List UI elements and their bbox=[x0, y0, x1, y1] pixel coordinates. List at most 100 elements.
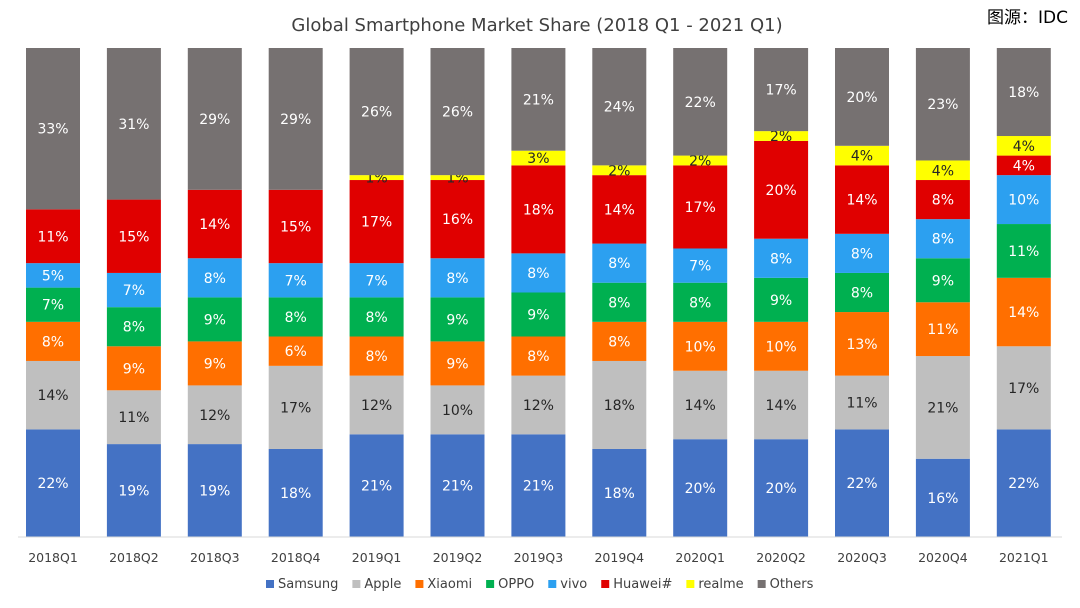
data-label-huawei-2018Q3: 14% bbox=[199, 217, 230, 233]
legend-swatch bbox=[548, 580, 557, 588]
legend-swatch bbox=[601, 580, 610, 588]
bar-huawei-2019Q3 bbox=[511, 165, 566, 254]
bar-vivo-2020Q2 bbox=[754, 238, 809, 278]
data-label-vivo-2019Q3: 8% bbox=[527, 266, 549, 282]
data-label-xiaomi-2021Q1: 14% bbox=[1008, 305, 1039, 321]
legend-label: Apple bbox=[364, 577, 401, 592]
data-label-others-2019Q3: 21% bbox=[523, 92, 554, 108]
data-label-samsung-2020Q1: 20% bbox=[685, 481, 716, 497]
bar-oppo-2019Q2 bbox=[430, 297, 485, 342]
data-label-apple-2020Q2: 14% bbox=[766, 398, 797, 414]
bar-oppo-2018Q1 bbox=[26, 287, 80, 322]
bar-vivo-2020Q1 bbox=[673, 248, 728, 283]
data-label-vivo-2019Q2: 8% bbox=[446, 271, 468, 287]
data-label-vivo-2019Q1: 7% bbox=[365, 273, 387, 289]
bar-stack-2018Q2: 19% 11% 9% 8% 7% 15% 31% bbox=[106, 48, 161, 537]
bar-oppo-2020Q4 bbox=[915, 258, 970, 303]
bar-huawei-2020Q2 bbox=[754, 140, 809, 239]
bar-apple-2018Q2 bbox=[106, 390, 161, 445]
legend-label: Xiaomi bbox=[427, 577, 472, 592]
bar-huawei-2020Q4 bbox=[915, 180, 970, 220]
bar-samsung-2019Q2 bbox=[430, 434, 485, 537]
legend-swatch bbox=[757, 580, 766, 588]
bar-samsung-2018Q1 bbox=[26, 429, 80, 537]
data-label-others-2018Q4: 29% bbox=[280, 112, 311, 128]
data-label-xiaomi-2020Q3: 13% bbox=[846, 337, 877, 353]
bar-huawei-2018Q3 bbox=[187, 189, 242, 259]
legend-item-huawei: Huawei# bbox=[601, 577, 672, 592]
data-label-oppo-2019Q3: 9% bbox=[527, 308, 549, 324]
bar-others-2018Q3 bbox=[187, 48, 242, 190]
data-label-samsung-2019Q4: 18% bbox=[604, 486, 635, 502]
bar-vivo-2020Q4 bbox=[915, 219, 970, 259]
bar-realme-2021Q1 bbox=[996, 136, 1051, 156]
data-label-oppo-2020Q2: 9% bbox=[770, 293, 792, 309]
bar-oppo-2019Q1 bbox=[349, 297, 404, 337]
bar-samsung-2018Q2 bbox=[106, 444, 161, 537]
x-tick-label-2018Q3: 2018Q3 bbox=[190, 550, 240, 565]
bar-stack-2018Q3: 19% 12% 9% 9% 8% 14% 29% bbox=[187, 48, 242, 537]
plot-area: 22%14%8%7%5%11%33%19%11%9%8%7%15%31%19%1… bbox=[26, 48, 1051, 537]
legend-swatch bbox=[266, 580, 274, 588]
data-label-realme-2020Q2: 2% bbox=[770, 129, 792, 145]
bar-realme-2019Q2 bbox=[430, 175, 485, 181]
data-label-samsung-2019Q3: 21% bbox=[523, 479, 554, 495]
bar-samsung-2020Q1 bbox=[673, 439, 728, 537]
bar-vivo-2019Q3 bbox=[511, 253, 566, 293]
data-label-xiaomi-2018Q4: 6% bbox=[285, 344, 307, 360]
bar-apple-2020Q1 bbox=[673, 370, 728, 440]
x-tick-label-2019Q3: 2019Q3 bbox=[514, 550, 564, 565]
data-label-huawei-2018Q4: 15% bbox=[280, 219, 311, 235]
x-tick-label-2018Q1: 2018Q1 bbox=[28, 550, 78, 565]
bar-vivo-2020Q3 bbox=[835, 233, 889, 273]
bar-huawei-2020Q3 bbox=[835, 165, 889, 234]
data-label-apple-2019Q2: 10% bbox=[442, 403, 473, 419]
bar-samsung-2020Q3 bbox=[835, 429, 889, 537]
data-label-xiaomi-2019Q1: 8% bbox=[365, 349, 387, 365]
data-label-others-2018Q1: 33% bbox=[37, 122, 68, 138]
bar-apple-2021Q1 bbox=[996, 346, 1051, 430]
bar-oppo-2019Q4 bbox=[592, 282, 647, 322]
data-label-vivo-2020Q1: 7% bbox=[689, 259, 711, 275]
bar-vivo-2021Q1 bbox=[996, 175, 1051, 225]
bar-samsung-2019Q4 bbox=[592, 448, 647, 537]
x-tick-label-2020Q1: 2020Q1 bbox=[675, 550, 725, 565]
data-label-others-2020Q1: 22% bbox=[685, 95, 716, 111]
bar-samsung-2019Q3 bbox=[511, 434, 566, 537]
x-axis-ticks: 2018Q1 2018Q2 2018Q3 2018Q4 2019Q1 2019Q2 2019… bbox=[28, 550, 1048, 565]
bar-xiaomi-2018Q1 bbox=[26, 321, 80, 361]
bar-vivo-2018Q3 bbox=[187, 258, 242, 298]
bar-oppo-2018Q2 bbox=[106, 307, 161, 347]
legend-label: Others bbox=[770, 577, 814, 592]
bar-huawei-2018Q2 bbox=[106, 199, 161, 273]
data-label-huawei-2020Q3: 14% bbox=[846, 193, 877, 209]
bar-vivo-2019Q4 bbox=[592, 243, 647, 283]
data-label-huawei-2019Q2: 16% bbox=[442, 212, 473, 228]
bar-oppo-2018Q3 bbox=[187, 297, 242, 342]
bar-stack-2020Q2: 20% 14% 10% 9% 8% 20% 2% 17% bbox=[754, 48, 809, 537]
data-label-huawei-2020Q4: 8% bbox=[932, 193, 954, 209]
legend-swatch bbox=[352, 580, 361, 588]
data-label-huawei-2019Q3: 18% bbox=[523, 202, 554, 218]
bar-xiaomi-2020Q1 bbox=[673, 321, 728, 371]
legend-label: realme bbox=[698, 577, 743, 592]
data-label-huawei-2020Q1: 17% bbox=[685, 200, 716, 216]
x-tick-label-2020Q3: 2020Q3 bbox=[837, 550, 887, 565]
data-label-xiaomi-2018Q1: 8% bbox=[42, 334, 64, 350]
data-label-samsung-2018Q2: 19% bbox=[118, 484, 149, 500]
data-label-vivo-2020Q3: 8% bbox=[851, 246, 873, 262]
bar-apple-2019Q4 bbox=[592, 360, 647, 449]
bar-samsung-2018Q4 bbox=[268, 448, 323, 537]
data-label-apple-2020Q3: 11% bbox=[846, 396, 877, 412]
legend-item-others: Others bbox=[757, 577, 814, 592]
data-label-huawei-2021Q1: 4% bbox=[1013, 158, 1035, 174]
bar-realme-2019Q3 bbox=[511, 150, 566, 166]
bar-samsung-2019Q1 bbox=[349, 434, 404, 537]
bar-huawei-2018Q4 bbox=[268, 189, 323, 264]
data-label-others-2020Q4: 23% bbox=[927, 97, 958, 113]
data-label-oppo-2019Q1: 8% bbox=[365, 310, 387, 326]
data-label-samsung-2018Q3: 19% bbox=[199, 484, 230, 500]
bar-realme-2019Q4 bbox=[592, 165, 647, 176]
bar-huawei-2019Q1 bbox=[349, 180, 404, 264]
